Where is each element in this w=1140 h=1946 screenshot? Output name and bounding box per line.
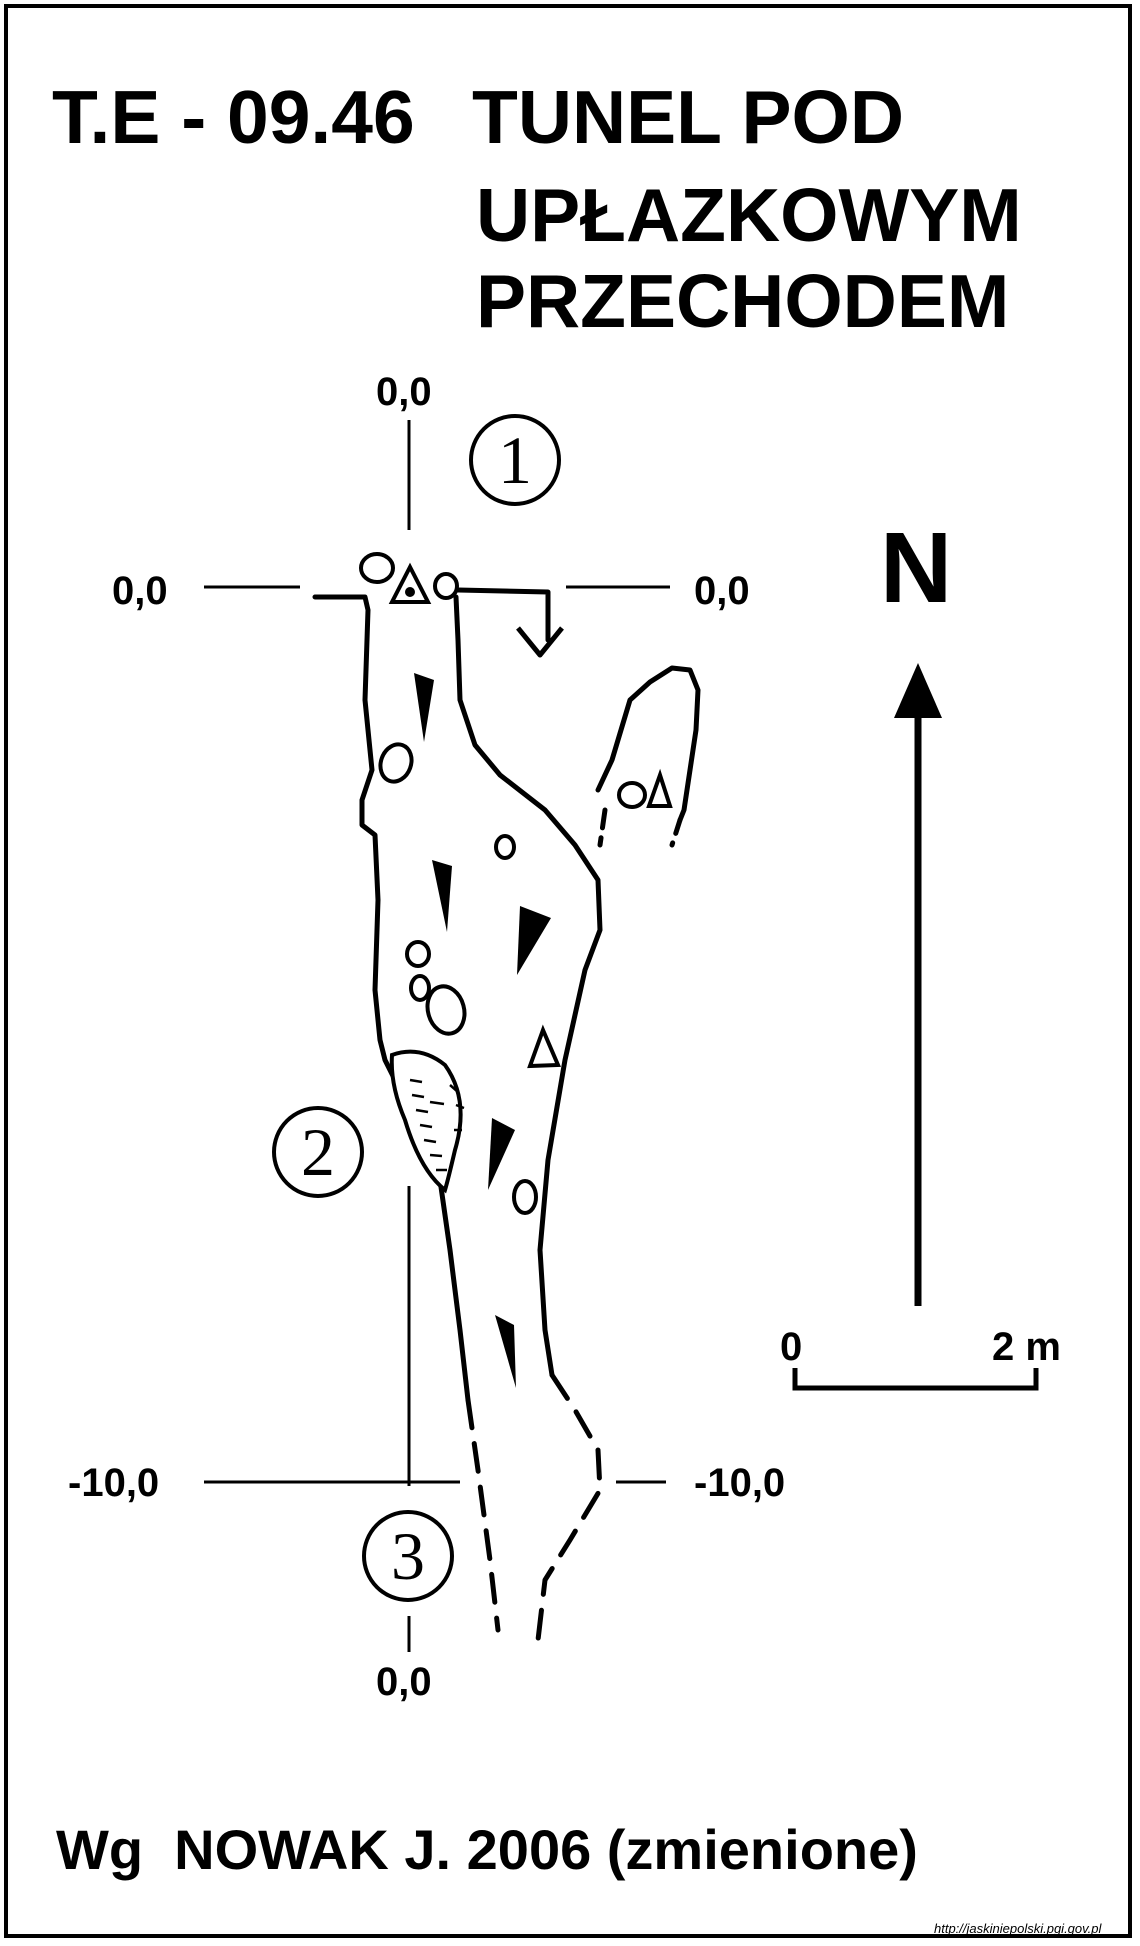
cave-wall-east bbox=[453, 594, 603, 1378]
boulder bbox=[405, 940, 431, 968]
side-chamber-dashed-2 bbox=[669, 817, 683, 848]
coordinate-label-right-minus10: -10,0 bbox=[694, 1461, 786, 1505]
coordinate-label-top: 0,0 bbox=[376, 370, 432, 414]
boulder bbox=[617, 781, 647, 809]
page-title-line-1: TUNEL POD bbox=[472, 75, 904, 159]
boulder bbox=[494, 834, 516, 860]
author-credit: Wg NOWAK J. 2006 (zmienione) bbox=[56, 1818, 918, 1881]
side-chamber-outline bbox=[595, 665, 701, 823]
coordinate-label-left: 0,0 bbox=[112, 569, 168, 613]
north-arrow-icon bbox=[894, 663, 942, 1306]
boulder bbox=[433, 572, 459, 600]
cave-wall-east-dashed bbox=[535, 1372, 603, 1643]
cave-walls bbox=[312, 587, 701, 1643]
grid-lines bbox=[204, 420, 670, 1652]
map-frame bbox=[4, 4, 1132, 1938]
section-marker-2: 2 bbox=[272, 1106, 364, 1198]
boulder bbox=[359, 552, 395, 584]
coordinate-label-right: 0,0 bbox=[694, 569, 750, 613]
boulder bbox=[425, 984, 467, 1036]
north-label: N bbox=[880, 512, 953, 624]
rock-triangles-outline bbox=[527, 768, 673, 1069]
source-link[interactable]: http://jaskiniepolski.pgi.gov.pl bbox=[934, 1921, 1102, 1936]
section-marker-1: 1 bbox=[469, 414, 561, 506]
section-marker-3: 3 bbox=[362, 1510, 454, 1602]
rock-triangle bbox=[432, 860, 452, 932]
rock-triangle bbox=[414, 673, 434, 742]
drop-arrow bbox=[516, 626, 564, 658]
cave-id-label: T.E - 09.46 bbox=[52, 75, 415, 159]
rock-triangle-open bbox=[646, 768, 673, 808]
entrance-ledge bbox=[455, 587, 551, 643]
boulders bbox=[359, 552, 647, 1215]
page-title-line-2: UPŁAZKOWYM bbox=[476, 173, 1022, 257]
boulder bbox=[409, 974, 431, 1002]
scale-label-start: 0 bbox=[780, 1325, 803, 1369]
scale-label-end: 2 m bbox=[992, 1325, 1061, 1369]
cave-wall-west bbox=[312, 594, 471, 1403]
rock-triangle bbox=[495, 1315, 516, 1388]
page-title-line-3: PRZECHODEM bbox=[476, 259, 1010, 343]
side-chamber-dashed bbox=[597, 807, 608, 848]
rock-triangles bbox=[414, 673, 551, 1388]
rock-triangle bbox=[488, 1118, 515, 1190]
scale-bar bbox=[792, 1368, 1039, 1391]
cave-wall-west-dashed bbox=[465, 1397, 501, 1633]
rock-triangle bbox=[517, 906, 551, 975]
coordinate-label-left-minus10: -10,0 bbox=[68, 1461, 160, 1505]
coordinate-label-bottom: 0,0 bbox=[376, 1660, 432, 1704]
datum-triangle-icon bbox=[388, 562, 432, 604]
boulder bbox=[378, 742, 414, 784]
slope-hachure bbox=[389, 1049, 465, 1194]
boulder bbox=[512, 1179, 538, 1215]
rock-triangle-open bbox=[527, 1024, 561, 1069]
